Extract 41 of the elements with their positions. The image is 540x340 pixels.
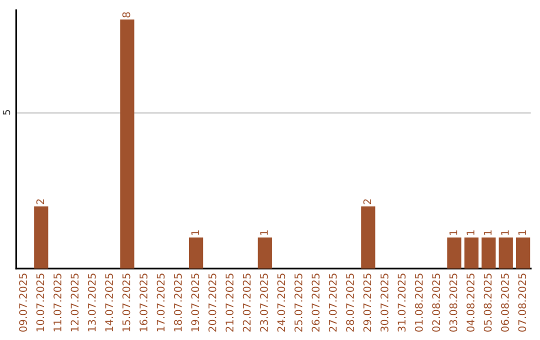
x-tick-label: 27.07.2025 bbox=[328, 274, 337, 332]
data-label: 1 bbox=[260, 230, 268, 235]
x-tick-label: 02.08.2025 bbox=[432, 274, 440, 332]
x-tick-label: 16.07.2025 bbox=[140, 274, 148, 332]
data-label: 1 bbox=[501, 230, 509, 235]
x-tick-label: 04.08.2025 bbox=[466, 274, 474, 332]
data-label: 1 bbox=[484, 230, 492, 235]
x-tick-label: 10.07.2025 bbox=[36, 274, 44, 332]
x-tick-label: 05.08.2025 bbox=[484, 274, 492, 332]
x-tick-label: 18.07.2025 bbox=[174, 274, 182, 332]
x-tick-label: 19.07.2025 bbox=[191, 274, 200, 332]
data-label: 2 bbox=[363, 199, 372, 204]
x-tick-label: 28.07.2025 bbox=[346, 274, 354, 332]
x-tick-label: 22.07.2025 bbox=[242, 274, 251, 332]
x-tick-label: 14.07.2025 bbox=[105, 274, 114, 332]
x-tick-label: 29.07.2025 bbox=[363, 274, 372, 332]
x-tick-label: 31.07.2025 bbox=[398, 274, 406, 332]
x-tick-label: 26.07.2025 bbox=[312, 274, 320, 332]
data-label: 8 bbox=[122, 12, 130, 18]
data-label: 1 bbox=[450, 230, 458, 235]
y-tick-label: 5 bbox=[2, 110, 10, 115]
x-tick-label: 24.07.2025 bbox=[277, 274, 286, 332]
data-label: 1 bbox=[466, 230, 474, 235]
x-tick-label: 09.07.2025 bbox=[19, 274, 27, 332]
x-tick-label: 03.08.2025 bbox=[449, 274, 458, 332]
x-tick-label: 06.08.2025 bbox=[501, 274, 509, 332]
data-label: 1 bbox=[518, 230, 526, 235]
x-tick-label: 13.07.2025 bbox=[88, 274, 96, 332]
x-tick-label: 21.07.2025 bbox=[226, 274, 234, 332]
data-label: 1 bbox=[191, 230, 199, 235]
x-tick-label: 11.07.2025 bbox=[54, 274, 62, 332]
x-tick-label: 17.07.2025 bbox=[156, 274, 165, 332]
x-tick-label: 12.07.2025 bbox=[70, 274, 79, 332]
x-tick-label: 20.07.2025 bbox=[208, 274, 216, 332]
data-label: 2 bbox=[36, 199, 44, 204]
x-tick-label: 07.08.2025 bbox=[518, 274, 526, 332]
x-tick-label: 15.07.2025 bbox=[122, 274, 130, 332]
x-tick-label: 23.07.2025 bbox=[260, 274, 268, 332]
x-tick-label: 25.07.2025 bbox=[294, 274, 302, 332]
x-tick-label: 01.08.2025 bbox=[414, 274, 423, 332]
x-tick-label: 30.07.2025 bbox=[380, 274, 388, 332]
